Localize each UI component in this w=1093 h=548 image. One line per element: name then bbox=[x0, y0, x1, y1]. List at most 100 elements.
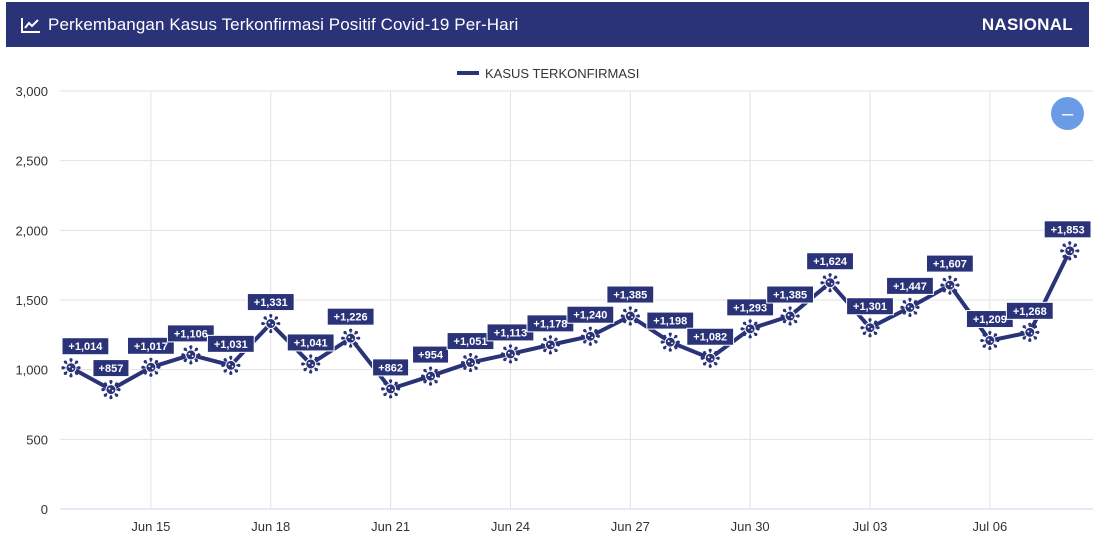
x-tick-label: Jun 24 bbox=[491, 519, 530, 534]
data-label: +1,240 bbox=[566, 305, 615, 324]
svg-text:+1,853: +1,853 bbox=[1051, 224, 1085, 236]
data-label: +1,017 bbox=[127, 336, 175, 355]
data-label: +1,385 bbox=[606, 285, 655, 304]
data-label: +1,385 bbox=[766, 285, 815, 304]
svg-text:+1,385: +1,385 bbox=[613, 290, 647, 302]
data-point-marker bbox=[780, 306, 800, 326]
trend-line-icon bbox=[20, 16, 42, 34]
data-point-marker bbox=[261, 313, 281, 334]
data-label: +857 bbox=[92, 359, 130, 378]
y-tick-label: 500 bbox=[26, 432, 48, 447]
zoom-out-button[interactable]: – bbox=[1051, 97, 1084, 130]
series-line bbox=[70, 249, 1072, 392]
svg-text:+954: +954 bbox=[418, 350, 444, 362]
svg-text:+1,014: +1,014 bbox=[68, 341, 103, 353]
line-chart: 0 500 1,000 1,500 2,000 2,500 3,000 Jun 15 Jun 1… bbox=[15, 66, 1093, 534]
svg-text:+1,331: +1,331 bbox=[254, 297, 288, 309]
data-label: +1,209 bbox=[965, 310, 1014, 329]
y-tick-label: 0 bbox=[41, 502, 48, 517]
data-label: +1,607 bbox=[926, 254, 974, 273]
data-point-marker bbox=[181, 345, 201, 365]
data-point-marker bbox=[700, 348, 720, 368]
x-tick-label: Jun 21 bbox=[371, 519, 410, 534]
x-tick-label: Jun 27 bbox=[611, 519, 650, 534]
data-point-marker bbox=[221, 355, 241, 375]
svg-text:+1,240: +1,240 bbox=[573, 310, 607, 322]
data-label: +1,268 bbox=[1005, 301, 1054, 320]
svg-text:+1,082: +1,082 bbox=[693, 332, 727, 344]
data-point-marker bbox=[860, 318, 880, 338]
svg-text:+1,106: +1,106 bbox=[174, 328, 208, 340]
data-label: +1,198 bbox=[646, 311, 695, 330]
x-tick-label: Jun 18 bbox=[251, 519, 290, 534]
data-point-marker bbox=[420, 366, 441, 386]
data-label: +1,301 bbox=[846, 297, 894, 316]
svg-text:+1,178: +1,178 bbox=[533, 318, 567, 330]
svg-text:+1,447: +1,447 bbox=[893, 281, 927, 293]
data-point-marker bbox=[740, 319, 760, 339]
legend: KASUS TERKONFIRMASI bbox=[457, 66, 639, 81]
x-tick-label: Jun 15 bbox=[131, 519, 170, 534]
svg-text:+857: +857 bbox=[99, 363, 124, 375]
data-label: +862 bbox=[372, 358, 410, 377]
svg-text:+1,041: +1,041 bbox=[294, 337, 328, 349]
data-label: +1,031 bbox=[206, 334, 255, 353]
svg-text:+862: +862 bbox=[378, 362, 403, 374]
svg-text:+1,031: +1,031 bbox=[214, 339, 248, 351]
y-tick-label: 2,500 bbox=[15, 154, 48, 169]
y-tick-label: 1,000 bbox=[15, 363, 48, 378]
data-point-marker bbox=[580, 326, 600, 346]
data-point-marker bbox=[141, 357, 161, 377]
svg-text:+1,113: +1,113 bbox=[494, 327, 527, 339]
svg-text:+1,226: +1,226 bbox=[334, 312, 368, 324]
data-point-marker bbox=[500, 344, 521, 364]
data-label: +1,106 bbox=[166, 324, 215, 343]
svg-text:+1,017: +1,017 bbox=[134, 341, 168, 353]
data-label: +1,014 bbox=[61, 337, 110, 356]
data-label: +1,082 bbox=[686, 327, 735, 346]
legend-label: KASUS TERKONFIRMASI bbox=[485, 66, 639, 81]
svg-text:+1,051: +1,051 bbox=[454, 336, 488, 348]
svg-text:+1,385: +1,385 bbox=[773, 290, 807, 302]
svg-text:+1,607: +1,607 bbox=[933, 259, 967, 271]
data-label: +1,051 bbox=[446, 332, 495, 351]
data-point-marker bbox=[1060, 241, 1080, 261]
x-tick-label: Jun 30 bbox=[731, 519, 770, 534]
x-tick-label: Jul 06 bbox=[972, 519, 1007, 534]
data-point-marker bbox=[540, 335, 560, 355]
y-tick-label: 3,000 bbox=[15, 84, 48, 99]
svg-text:+1,624: +1,624 bbox=[813, 256, 848, 268]
chart-header: Perkembangan Kasus Terkonfirmasi Positif… bbox=[6, 2, 1089, 47]
data-label: +1,293 bbox=[726, 298, 775, 317]
data-point-marker bbox=[940, 275, 960, 295]
chart-title: Perkembangan Kasus Terkonfirmasi Positif… bbox=[48, 14, 519, 34]
data-point-marker bbox=[61, 358, 81, 378]
x-tick-label: Jul 03 bbox=[853, 519, 888, 534]
data-point-marker bbox=[381, 379, 401, 399]
data-point-marker bbox=[301, 354, 321, 374]
data-point-marker bbox=[460, 352, 481, 373]
data-label: +1,331 bbox=[246, 293, 295, 312]
data-label: +1,624 bbox=[806, 252, 854, 271]
data-label: +1,178 bbox=[526, 314, 575, 333]
data-point-marker bbox=[101, 379, 121, 400]
data-point-marker bbox=[660, 332, 680, 352]
data-label: +1,853 bbox=[1043, 220, 1092, 239]
data-point-marker bbox=[620, 306, 640, 326]
svg-text:+1,268: +1,268 bbox=[1013, 306, 1047, 318]
data-point-marker bbox=[980, 330, 1000, 351]
svg-text:+1,293: +1,293 bbox=[733, 302, 767, 314]
data-point-marker bbox=[900, 297, 920, 317]
y-tick-label: 2,000 bbox=[15, 223, 48, 238]
data-point-marker bbox=[1020, 322, 1040, 342]
data-label: +954 bbox=[412, 345, 450, 364]
y-tick-label: 1,500 bbox=[15, 293, 48, 308]
data-label: +1,447 bbox=[886, 276, 934, 295]
data-label: +1,226 bbox=[326, 307, 375, 326]
region-label: NASIONAL bbox=[981, 14, 1073, 34]
minus-icon: – bbox=[1061, 102, 1074, 125]
data-point-marker bbox=[820, 273, 840, 293]
svg-text:+1,209: +1,209 bbox=[973, 314, 1007, 326]
svg-text:+1,301: +1,301 bbox=[853, 301, 887, 313]
svg-text:+1,198: +1,198 bbox=[653, 316, 687, 328]
